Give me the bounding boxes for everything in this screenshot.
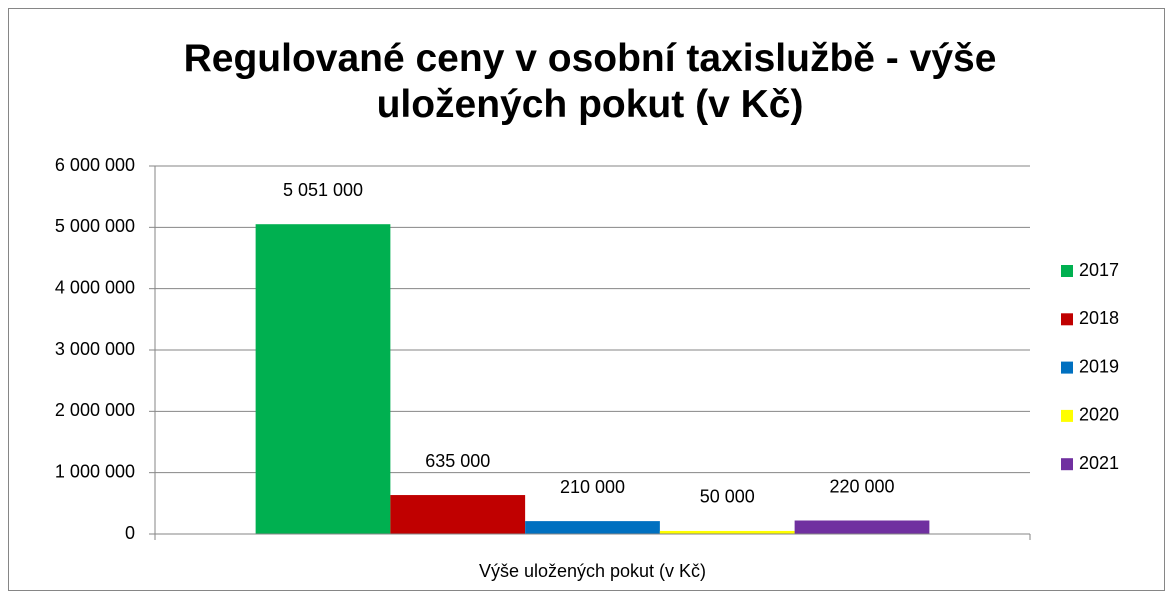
chart-title: Regulované ceny v osobní taxislužbě - vý… (183, 37, 997, 126)
x-tick-label: Výše uložených pokut (v Kč) (479, 561, 706, 581)
y-tick-label: 3 000 000 (55, 339, 135, 359)
legend-swatch (1061, 361, 1073, 374)
legend-swatch (1061, 458, 1073, 471)
data-label: 635 000 (425, 451, 490, 471)
legend-label: 2020 (1079, 405, 1119, 425)
y-tick-label: 0 (125, 523, 135, 543)
bar (255, 224, 391, 535)
y-tick-label: 5 000 000 (55, 216, 135, 236)
legend-swatch (1061, 313, 1073, 326)
bar (794, 520, 930, 534)
data-label: 210 000 (560, 477, 625, 497)
bar (390, 495, 526, 534)
legend-label: 2017 (1079, 260, 1119, 280)
legend-label: 2018 (1079, 308, 1119, 328)
bar (659, 530, 795, 534)
y-tick-label: 6 000 000 (55, 155, 135, 175)
legend-label: 2019 (1079, 356, 1119, 376)
data-label: 50 000 (700, 487, 755, 507)
legend-label: 2021 (1079, 453, 1119, 473)
legend-swatch (1061, 265, 1073, 277)
data-label: 220 000 (829, 476, 894, 496)
chart-border (8, 8, 1165, 591)
data-label: 5 051 000 (283, 180, 363, 200)
y-tick-label: 1 000 000 (55, 461, 135, 481)
y-tick-label: 2 000 000 (55, 400, 135, 420)
bar (525, 521, 660, 534)
y-tick-label: 4 000 000 (55, 277, 135, 297)
legend-swatch (1061, 409, 1073, 422)
